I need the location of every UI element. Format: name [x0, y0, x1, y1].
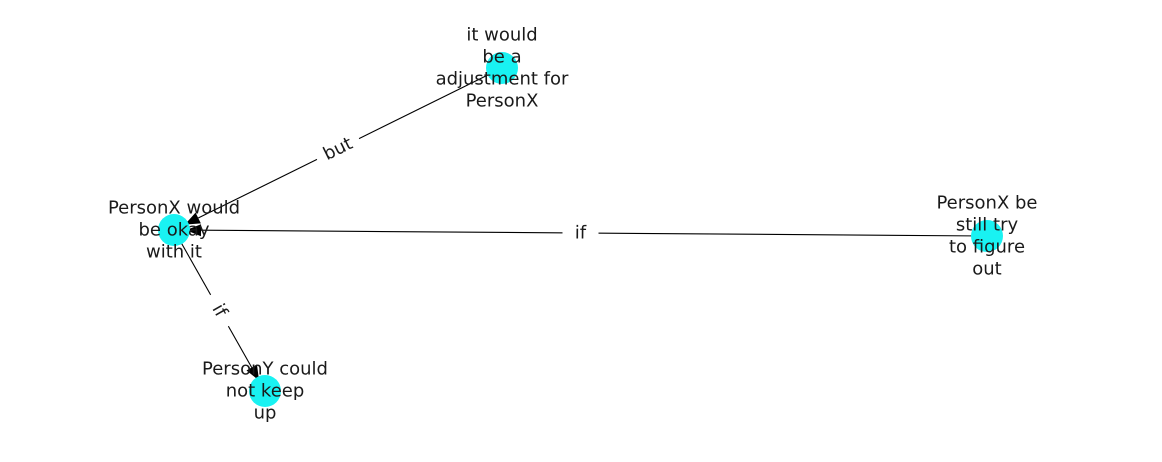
node-circle-n1: [486, 52, 518, 84]
node-label-line: out: [972, 259, 1001, 280]
node-label-n4: PersonY could not keep up: [202, 359, 328, 424]
node-label-line: be a: [482, 47, 521, 68]
node-label-line: PersonX would: [108, 198, 240, 219]
node-label-line: to figure: [949, 237, 1025, 258]
node-label-line: with it: [146, 242, 202, 263]
nodes-layer: [158, 52, 1003, 407]
node-label-line: up: [254, 403, 277, 424]
edge-label-background: [562, 220, 599, 246]
edge-label-background: [311, 127, 365, 171]
edge-labels-layer: but if if: [200, 127, 599, 333]
node-circle-n4: [249, 375, 281, 407]
node-label-line: be okay: [138, 220, 209, 241]
node-label-n2: PersonX would be okay with it: [108, 198, 240, 263]
edge-label-background: [200, 288, 239, 333]
arrowhead-e3: [246, 364, 260, 381]
edge-label-e1: but: [311, 127, 365, 171]
node-label-line: adjustment for: [436, 69, 569, 90]
edge-label-e2: if: [562, 220, 599, 246]
edge-label-e3: if: [200, 288, 239, 333]
edge-label-text: if: [575, 222, 587, 243]
node-labels-layer: it would be a adjustment for PersonXPersonX…: [108, 25, 1038, 424]
arrowhead-e1: [184, 212, 201, 225]
node-label-n3: PersonX be still try to figure out: [936, 193, 1037, 280]
node-label-line: PersonX: [466, 91, 539, 112]
arrowhead-e2: [185, 224, 202, 237]
node-label-n1: it would be a adjustment for PersonX: [436, 25, 569, 112]
node-circle-n3: [971, 220, 1003, 252]
node-label-line: PersonY could: [202, 359, 328, 380]
node-label-line: PersonX be: [936, 193, 1037, 214]
node-label-line: not keep: [226, 381, 305, 402]
node-label-line: still try: [956, 215, 1019, 236]
node-label-line: it would: [466, 25, 537, 46]
node-circle-n2: [158, 214, 190, 246]
